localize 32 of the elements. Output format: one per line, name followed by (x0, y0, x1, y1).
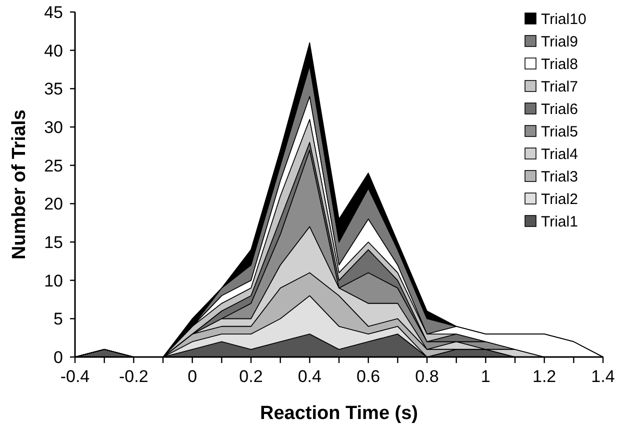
x-tick-label: 0 (188, 367, 198, 386)
legend-label: Trial6 (541, 101, 578, 118)
x-tick-label: -0.4 (60, 367, 90, 386)
x-tick-label: 0.4 (298, 367, 322, 386)
y-tick-label: 45 (44, 3, 63, 22)
legend-label: Trial9 (541, 34, 578, 50)
legend-label: Trial5 (541, 124, 578, 140)
y-tick-label: 20 (44, 194, 63, 214)
x-tick-label: 1.2 (532, 367, 556, 386)
y-tick-label: 5 (54, 310, 63, 329)
y-tick-label: 15 (44, 233, 63, 252)
x-tick-label: 1 (480, 367, 490, 386)
y-tick-label: 10 (44, 271, 63, 290)
y-tick-label: 0 (54, 348, 63, 367)
legend-label: Trial1 (541, 214, 578, 230)
legend-label: Trial10 (541, 11, 586, 28)
x-tick-label: -0.2 (119, 367, 148, 386)
x-tick-label: 0.6 (356, 367, 380, 386)
y-tick-label: 30 (44, 118, 63, 137)
x-tick-label: 0.8 (415, 367, 439, 386)
legend-label: Trial8 (541, 56, 578, 73)
y-axis-title: Number of Trials (9, 110, 30, 260)
legend-label: Trial3 (541, 168, 578, 186)
y-tick-label: 25 (44, 156, 63, 176)
legend-label: Trial4 (541, 146, 578, 163)
legend-label: Trial2 (541, 191, 578, 208)
x-tick-label: 1.4 (591, 367, 615, 386)
y-tick-label: 40 (44, 41, 63, 60)
legend-label: Trial7 (541, 78, 578, 96)
x-tick-label: 0.2 (239, 367, 263, 386)
y-tick-label: 35 (44, 80, 63, 99)
x-axis-title: Reaction Time (s) (260, 403, 418, 424)
